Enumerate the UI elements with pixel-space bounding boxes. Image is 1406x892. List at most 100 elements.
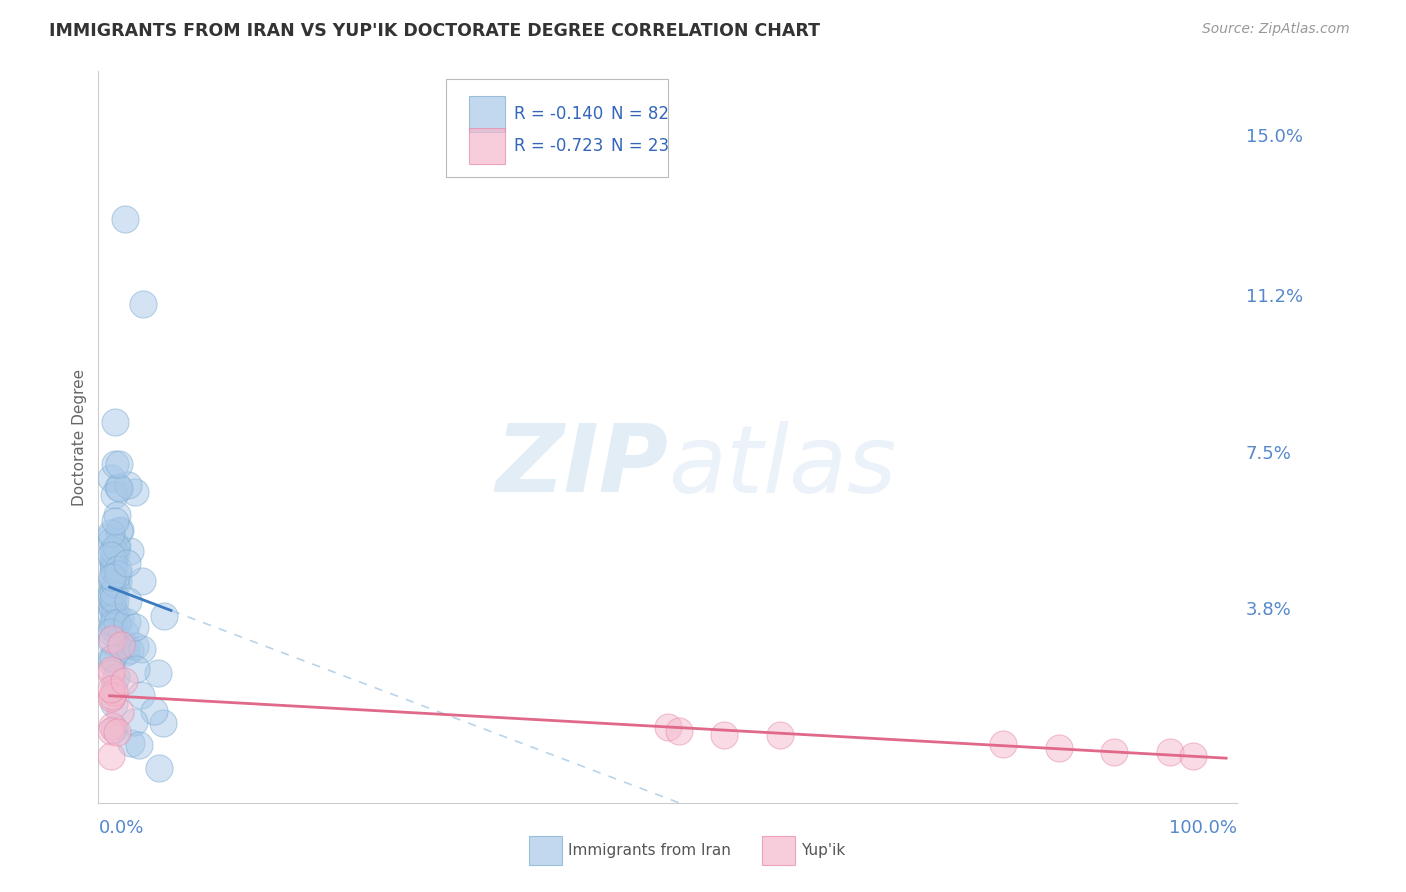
Text: 100.0%: 100.0% bbox=[1170, 819, 1237, 837]
Point bbox=[105, 615, 128, 629]
Point bbox=[115, 615, 138, 629]
Point bbox=[100, 620, 122, 634]
Point bbox=[100, 681, 122, 696]
Point bbox=[103, 697, 125, 711]
Text: Yup'ik: Yup'ik bbox=[801, 843, 845, 858]
Point bbox=[100, 471, 122, 485]
Point bbox=[124, 620, 146, 634]
Point bbox=[107, 575, 129, 590]
Point bbox=[100, 691, 122, 706]
Text: IMMIGRANTS FROM IRAN VS YUP'IK DOCTORATE DEGREE CORRELATION CHART: IMMIGRANTS FROM IRAN VS YUP'IK DOCTORATE… bbox=[49, 22, 820, 40]
Point bbox=[112, 674, 135, 689]
Point bbox=[125, 662, 148, 676]
Point bbox=[100, 608, 122, 623]
Point bbox=[122, 715, 145, 730]
Point bbox=[117, 478, 139, 492]
Point bbox=[991, 737, 1014, 751]
Point bbox=[104, 457, 127, 471]
Text: R = -0.723: R = -0.723 bbox=[515, 137, 603, 155]
Point bbox=[768, 728, 790, 742]
Text: ZIP: ZIP bbox=[495, 420, 668, 512]
Point bbox=[100, 634, 122, 648]
Point bbox=[131, 642, 153, 657]
Point bbox=[1181, 749, 1204, 764]
FancyBboxPatch shape bbox=[529, 836, 562, 865]
Point bbox=[142, 704, 165, 718]
Point bbox=[105, 725, 128, 739]
Point bbox=[103, 514, 125, 528]
Point bbox=[128, 738, 150, 752]
Point bbox=[103, 616, 125, 631]
Point bbox=[131, 574, 153, 589]
Y-axis label: Doctorate Degree: Doctorate Degree bbox=[72, 368, 87, 506]
Point bbox=[152, 716, 174, 731]
Point bbox=[101, 543, 124, 558]
Point bbox=[100, 529, 122, 543]
Point bbox=[1104, 745, 1126, 759]
Point bbox=[100, 719, 122, 733]
Point bbox=[108, 524, 131, 538]
Text: R = -0.140: R = -0.140 bbox=[515, 104, 603, 123]
FancyBboxPatch shape bbox=[762, 836, 796, 865]
Point bbox=[105, 508, 128, 522]
FancyBboxPatch shape bbox=[446, 78, 668, 178]
Point bbox=[100, 586, 122, 600]
Point bbox=[103, 651, 125, 665]
Point bbox=[100, 724, 122, 739]
Point bbox=[105, 540, 128, 554]
Text: Immigrants from Iran: Immigrants from Iran bbox=[568, 843, 731, 858]
Point bbox=[100, 689, 122, 703]
Point bbox=[101, 555, 124, 569]
Text: Source: ZipAtlas.com: Source: ZipAtlas.com bbox=[1202, 22, 1350, 37]
Text: 0.0%: 0.0% bbox=[98, 819, 143, 837]
Point bbox=[103, 681, 125, 695]
Point bbox=[100, 663, 122, 677]
Point bbox=[108, 705, 131, 719]
Point bbox=[115, 557, 138, 571]
Text: N = 23: N = 23 bbox=[612, 137, 669, 155]
Point bbox=[100, 656, 122, 670]
Point bbox=[103, 415, 125, 429]
Point bbox=[103, 488, 125, 502]
FancyBboxPatch shape bbox=[468, 95, 505, 132]
Point bbox=[114, 645, 136, 659]
Point bbox=[117, 594, 139, 608]
Point bbox=[120, 643, 142, 657]
Point bbox=[713, 728, 735, 742]
Point bbox=[101, 549, 124, 563]
Point bbox=[114, 626, 136, 640]
Point bbox=[120, 736, 142, 750]
Point bbox=[100, 665, 122, 680]
Point bbox=[103, 623, 125, 637]
Point bbox=[105, 539, 128, 553]
Point bbox=[103, 723, 125, 737]
Point bbox=[103, 578, 125, 592]
Point bbox=[107, 561, 129, 575]
Point bbox=[100, 548, 122, 562]
Point bbox=[153, 608, 176, 623]
Point bbox=[101, 632, 124, 646]
Point bbox=[110, 638, 132, 652]
Point bbox=[100, 651, 122, 665]
Point bbox=[1159, 745, 1181, 759]
Point bbox=[103, 558, 125, 573]
Point bbox=[101, 592, 124, 607]
Point bbox=[103, 685, 125, 699]
Point bbox=[100, 534, 122, 549]
Point bbox=[103, 608, 125, 623]
Point bbox=[101, 557, 124, 571]
Point bbox=[148, 666, 170, 681]
Point bbox=[103, 577, 125, 591]
Point bbox=[101, 584, 124, 599]
Point bbox=[657, 720, 679, 734]
Point bbox=[104, 546, 127, 560]
Point bbox=[100, 525, 122, 540]
Point bbox=[101, 600, 124, 615]
Point bbox=[124, 484, 146, 499]
Point bbox=[107, 457, 129, 471]
Point bbox=[104, 670, 127, 684]
Point bbox=[107, 567, 129, 582]
Point bbox=[101, 570, 124, 584]
Point bbox=[100, 589, 122, 603]
Point bbox=[131, 688, 153, 702]
